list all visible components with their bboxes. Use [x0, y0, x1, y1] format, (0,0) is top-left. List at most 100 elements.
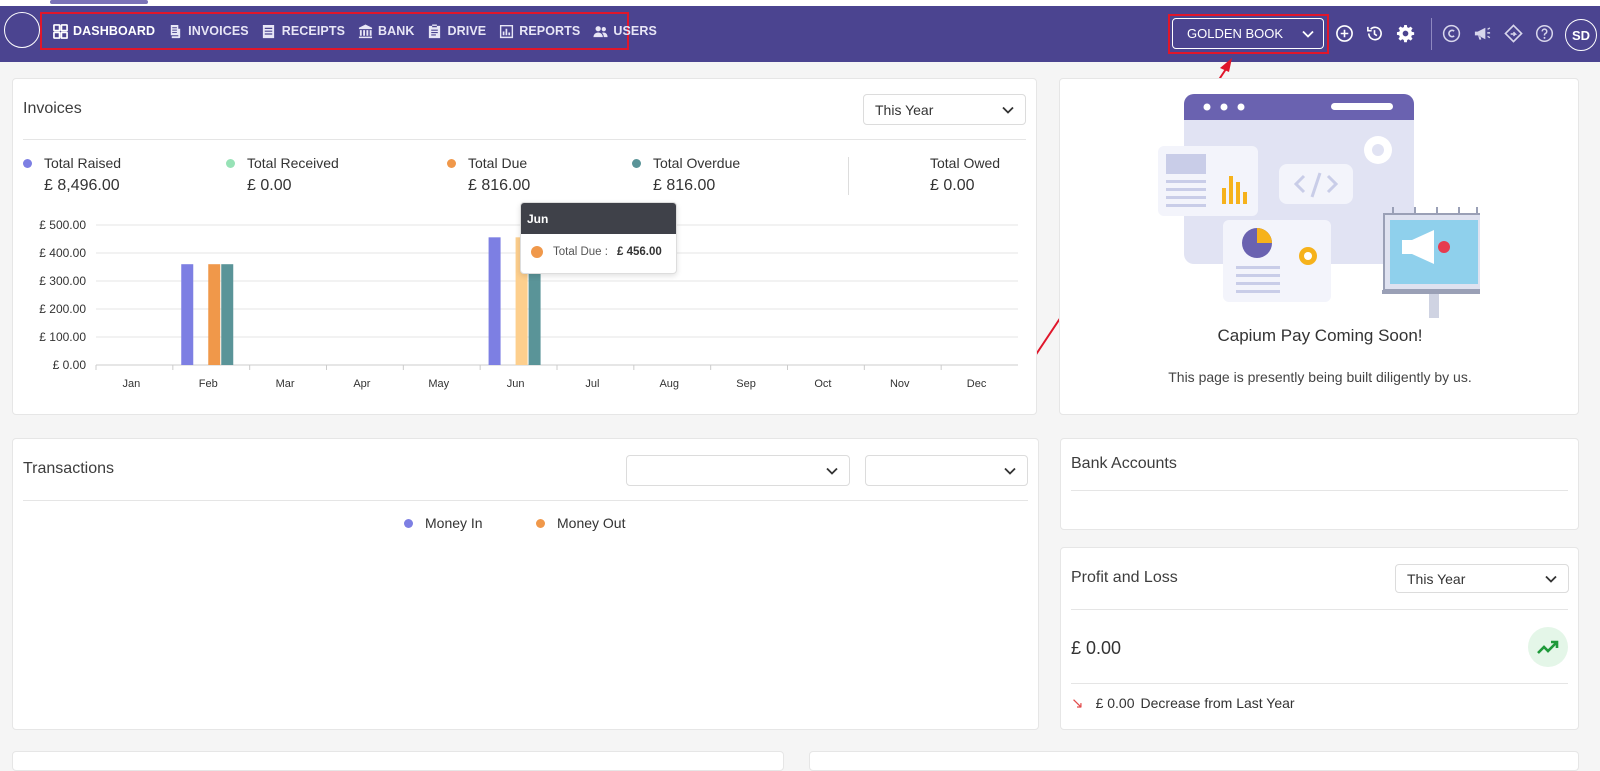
help-icon[interactable]: [1534, 23, 1554, 43]
add-icon[interactable]: [1334, 23, 1354, 43]
stat-label: Total Due: [468, 155, 528, 171]
x-tick-label: Aug: [659, 378, 679, 390]
megaphone-icon[interactable]: [1472, 23, 1492, 43]
legend-money-in[interactable]: Money In: [404, 515, 483, 531]
transactions-filter-2[interactable]: [865, 455, 1028, 486]
y-tick-label: £ 400.00: [39, 246, 86, 260]
nav-label: BANK: [378, 24, 415, 38]
bank-accounts-title: Bank Accounts: [1071, 455, 1177, 472]
x-tick-label: Oct: [814, 378, 831, 390]
transactions-title: Transactions: [23, 460, 114, 477]
nav-dashboard[interactable]: DASHBOARD: [52, 23, 155, 39]
y-tick-label: £ 200.00: [39, 302, 86, 316]
invoices-divider: [23, 139, 1026, 140]
grid-icon: [52, 23, 68, 39]
main-nav: DASHBOARD INVOICES RECEIPTS BANK DRIVE R…: [52, 20, 669, 42]
change-text: Decrease from Last Year: [1140, 695, 1295, 711]
period-label: This Year: [875, 101, 934, 118]
chart-tooltip: Jun Total Due : £ 456.00: [520, 202, 677, 274]
top-strip: [0, 0, 1600, 6]
bar-total-raised-feb[interactable]: [181, 264, 194, 365]
reports-icon: [498, 23, 514, 39]
users-icon: [592, 23, 608, 39]
transactions-filter-1[interactable]: [626, 455, 850, 486]
y-tick-label: £ 500.00: [39, 218, 86, 232]
chevron-down-icon: [826, 467, 838, 475]
bank-icon: [357, 23, 373, 39]
y-tick-label: £ 0.00: [53, 358, 87, 372]
nav-bank[interactable]: BANK: [357, 23, 415, 39]
legend-dot: [23, 158, 32, 168]
nav-label: USERS: [613, 24, 657, 38]
tooltip-dot: [531, 246, 543, 258]
stat-label: Total Raised: [44, 155, 122, 171]
profit-loss-amount: £ 0.00: [1071, 638, 1122, 658]
nav-label: INVOICES: [188, 24, 249, 38]
tooltip-label: Total Due :: [553, 246, 608, 258]
legend-label: Money Out: [557, 515, 626, 531]
profit-loss-divider: [1071, 609, 1568, 610]
x-tick-label: Sep: [736, 378, 756, 390]
transactions-divider: [23, 500, 1028, 501]
stat-value: £ 816.00: [468, 177, 531, 194]
legend-dot: [632, 158, 641, 168]
header-divider: [1431, 18, 1432, 50]
period-label: This Year: [1407, 570, 1466, 587]
loading-bar: [50, 0, 148, 4]
x-tick-label: Mar: [276, 378, 295, 390]
bottom-panel-right: [809, 751, 1579, 771]
bar-total-due-feb[interactable]: [208, 264, 221, 365]
x-tick-label: Jun: [507, 378, 525, 390]
user-avatar[interactable]: SD: [1565, 19, 1597, 51]
invoices-period-select[interactable]: This Year: [863, 94, 1026, 125]
legend-money-out[interactable]: Money Out: [536, 515, 625, 531]
stat-total-owed: Total Owed £ 0.00: [930, 155, 1000, 195]
nav-users[interactable]: USERS: [592, 23, 657, 39]
promo-subtitle: This page is presently being built dilig…: [1168, 369, 1472, 385]
history-icon[interactable]: [1364, 23, 1384, 43]
settings-icon[interactable]: [1395, 23, 1415, 43]
stat-value: £ 0.00: [930, 177, 975, 194]
chevron-down-icon: [1302, 30, 1314, 38]
stat-value: £ 8,496.00: [44, 177, 120, 194]
x-tick-label: Nov: [890, 378, 910, 390]
bottom-panel-left: [12, 751, 784, 771]
bar-total-raised-jun[interactable]: [488, 237, 501, 365]
transactions-panel: [12, 438, 1039, 730]
nav-highlight-box: [40, 12, 629, 50]
x-tick-label: May: [428, 378, 449, 390]
stat-label: Total Owed: [930, 155, 1001, 171]
nav-drive[interactable]: DRIVE: [427, 23, 487, 39]
capium-icon[interactable]: [1441, 23, 1461, 43]
legend-dot: [447, 158, 456, 168]
nav-reports[interactable]: REPORTS: [498, 23, 580, 39]
promo-title: Capium Pay Coming Soon!: [1217, 326, 1423, 345]
nav-label: REPORTS: [519, 24, 581, 38]
profit-loss-period-select[interactable]: This Year: [1395, 564, 1569, 593]
book-select[interactable]: GOLDEN BOOK: [1172, 18, 1324, 49]
x-tick-label: Feb: [199, 378, 218, 390]
bar-total-overdue-feb[interactable]: [221, 264, 234, 365]
x-tick-label: Dec: [967, 378, 987, 390]
stat-total-received: Total Received £ 0.00: [226, 155, 339, 195]
nav-receipts[interactable]: RECEIPTS: [261, 23, 345, 39]
stat-label: Total Overdue: [653, 155, 741, 171]
x-tick-label: Jul: [585, 378, 599, 390]
profit-loss-footer-divider: [1071, 683, 1568, 684]
diamond-icon[interactable]: [1503, 23, 1523, 43]
book-select-label: GOLDEN BOOK: [1187, 26, 1284, 41]
profit-loss-title: Profit and Loss: [1071, 569, 1178, 586]
chevron-down-icon: [1002, 106, 1014, 114]
change-value: £ 0.00: [1095, 695, 1135, 711]
stat-total-raised: Total Raised £ 8,496.00: [23, 155, 121, 195]
app-logo[interactable]: [4, 12, 40, 48]
nav-label: DRIVE: [447, 24, 487, 38]
nav-invoices[interactable]: INVOICES: [167, 23, 249, 39]
legend-dot: [226, 158, 235, 168]
receipt-icon: [261, 23, 277, 39]
y-tick-label: £ 100.00: [39, 330, 86, 344]
bank-accounts-panel: [1060, 438, 1579, 530]
legend-dot: [536, 518, 545, 528]
nav-label: DASHBOARD: [73, 24, 156, 38]
arrow-down-right-icon: ↘: [1071, 695, 1084, 712]
